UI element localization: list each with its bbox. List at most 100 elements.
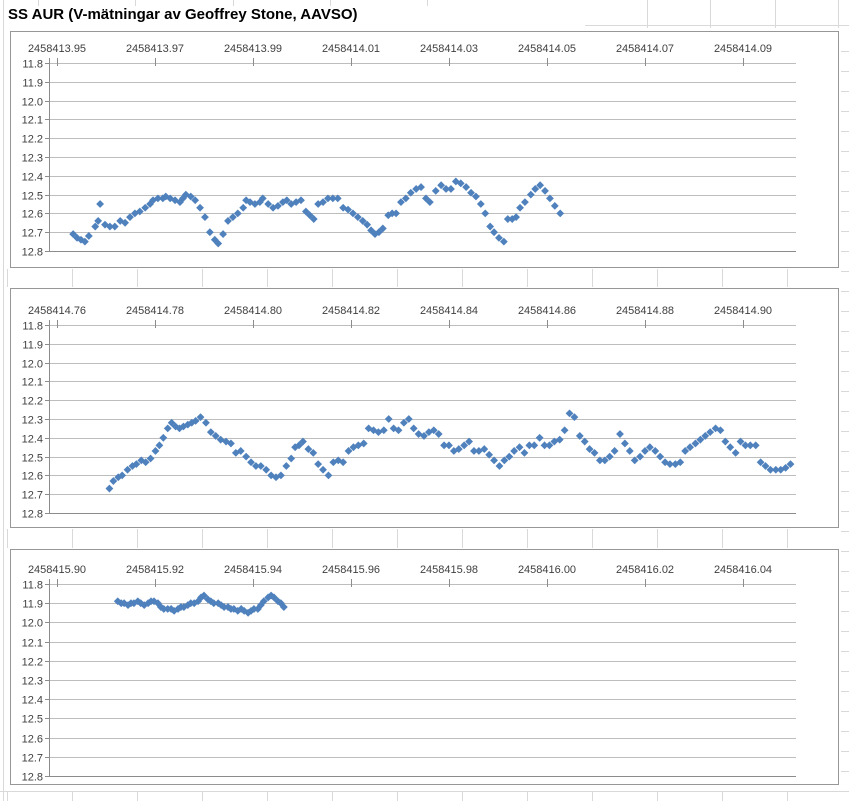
svg-text:12.1: 12.1 (22, 377, 43, 389)
light-curve-chart-night1[interactable]: 11.8 11.9 12.0 12.1 12.2 12.3 12.4 12.5 12.6 12.7… (10, 31, 839, 268)
svg-text:2458416.02: 2458416.02 (616, 564, 674, 576)
svg-text:12.3: 12.3 (22, 415, 43, 427)
cell-border-line (841, 191, 849, 192)
svg-text:11.8: 11.8 (22, 59, 43, 71)
svg-text:12.6: 12.6 (22, 471, 43, 483)
svg-text:12.0: 12.0 (22, 359, 43, 371)
cell-border-line (657, 269, 658, 287)
cell-border-line (267, 792, 268, 801)
cell-border-line (0, 791, 849, 792)
svg-text:12.8: 12.8 (22, 247, 43, 259)
cell-border-line (137, 792, 138, 801)
cell-border-line (72, 529, 73, 548)
cell-border-line (841, 551, 849, 552)
svg-text:2458414.76: 2458414.76 (28, 305, 86, 317)
page-title: SS AUR (V-mätningar av Geoffrey Stone, A… (8, 6, 358, 23)
svg-text:12.6: 12.6 (22, 734, 43, 746)
cell-border-line (72, 792, 73, 801)
cell-border-line (722, 792, 723, 801)
cell-border-line (332, 529, 333, 548)
cell-border-line (841, 291, 849, 292)
gridlines-and-y-axis-labels: 11.8 11.9 12.0 12.1 12.2 12.3 12.4 12.5 12.6 12.7… (22, 580, 796, 784)
svg-text:12.6: 12.6 (22, 209, 43, 221)
svg-text:12.2: 12.2 (22, 396, 43, 408)
cell-border-line (647, 0, 648, 28)
svg-text:12.1: 12.1 (22, 115, 43, 127)
svg-text:2458415.94: 2458415.94 (224, 564, 282, 576)
svg-text:2458414.78: 2458414.78 (126, 305, 184, 317)
svg-text:12.5: 12.5 (22, 191, 43, 203)
data-points (105, 409, 795, 493)
cell-border-line (332, 792, 333, 801)
cell-border-line (397, 269, 398, 287)
cell-border-line (710, 0, 711, 28)
svg-text:11.9: 11.9 (22, 340, 43, 352)
cell-border-line (841, 211, 849, 212)
svg-text:2458414.88: 2458414.88 (616, 305, 674, 317)
cell-border-line (841, 571, 849, 572)
cell-border-line (527, 269, 528, 287)
cell-border-line (657, 792, 658, 801)
svg-text:2458415.96: 2458415.96 (322, 564, 380, 576)
svg-text:2458414.84: 2458414.84 (420, 305, 478, 317)
cell-border-line (841, 511, 849, 512)
cell-border-line (841, 391, 849, 392)
svg-text:2458413.97: 2458413.97 (126, 43, 184, 55)
svg-text:12.4: 12.4 (22, 172, 43, 184)
cell-border-line (841, 771, 849, 772)
svg-text:2458414.86: 2458414.86 (518, 305, 576, 317)
svg-text:11.8: 11.8 (22, 321, 43, 333)
cell-border-line (841, 471, 849, 472)
svg-text:12.7: 12.7 (22, 228, 43, 240)
svg-text:2458414.09: 2458414.09 (714, 43, 772, 55)
cell-border-line (722, 269, 723, 287)
light-curve-chart-night3[interactable]: 11.8 11.9 12.0 12.1 12.2 12.3 12.4 12.5 12.6 12.7… (10, 549, 839, 785)
cell-border-line (462, 269, 463, 287)
cell-border-line (202, 792, 203, 801)
cell-border-line (838, 0, 839, 28)
cell-border-line (7, 529, 8, 548)
cell-border-line (722, 529, 723, 548)
cell-border-line (233, 0, 234, 6)
svg-text:12.7: 12.7 (22, 753, 43, 765)
cell-border-line (135, 0, 136, 6)
svg-text:12.3: 12.3 (22, 676, 43, 688)
svg-text:2458414.01: 2458414.01 (322, 43, 380, 55)
svg-text:12.8: 12.8 (22, 509, 43, 521)
svg-text:12.0: 12.0 (22, 97, 43, 109)
cell-border-line (841, 451, 849, 452)
cell-border-line (202, 269, 203, 287)
cell-border-line (202, 529, 203, 548)
cell-border-line (397, 529, 398, 548)
chart-canvas: 11.8 11.9 12.0 12.1 12.2 12.3 12.4 12.5 12.6 12.7… (22, 564, 796, 784)
cell-border-line (841, 231, 849, 232)
svg-text:12.4: 12.4 (22, 695, 43, 707)
svg-text:2458416.04: 2458416.04 (714, 564, 772, 576)
light-curve-chart-night2[interactable]: 11.8 11.9 12.0 12.1 12.2 12.3 12.4 12.5 12.6 12.7… (10, 288, 839, 528)
svg-text:12.5: 12.5 (22, 453, 43, 465)
svg-text:12.2: 12.2 (22, 657, 43, 669)
svg-text:11.8: 11.8 (22, 580, 43, 592)
cell-border-line (462, 792, 463, 801)
cell-border-line (267, 269, 268, 287)
svg-text:2458415.90: 2458415.90 (28, 564, 86, 576)
svg-text:11.9: 11.9 (22, 78, 43, 90)
cell-border-line (841, 631, 849, 632)
cell-border-line (841, 111, 849, 112)
cell-border-line (841, 671, 849, 672)
x-axis-labels: 2458413.95 2458413.97 2458413.99 2458414.01… (28, 43, 772, 66)
cell-border-line (841, 531, 849, 532)
svg-text:12.1: 12.1 (22, 638, 43, 650)
cell-border-line (841, 731, 849, 732)
chart-canvas: 11.8 11.9 12.0 12.1 12.2 12.3 12.4 12.5 12.6 12.7… (22, 43, 796, 259)
cell-border-line (841, 411, 849, 412)
cell-border-line (427, 0, 428, 6)
cell-border-line (775, 0, 776, 28)
cell-border-line (841, 91, 849, 92)
svg-text:12.7: 12.7 (22, 490, 43, 502)
cell-border-line (787, 269, 788, 287)
svg-text:2458414.82: 2458414.82 (322, 305, 380, 317)
chart-canvas: 11.8 11.9 12.0 12.1 12.2 12.3 12.4 12.5 12.6 12.7… (22, 305, 796, 521)
cell-border-line (397, 792, 398, 801)
